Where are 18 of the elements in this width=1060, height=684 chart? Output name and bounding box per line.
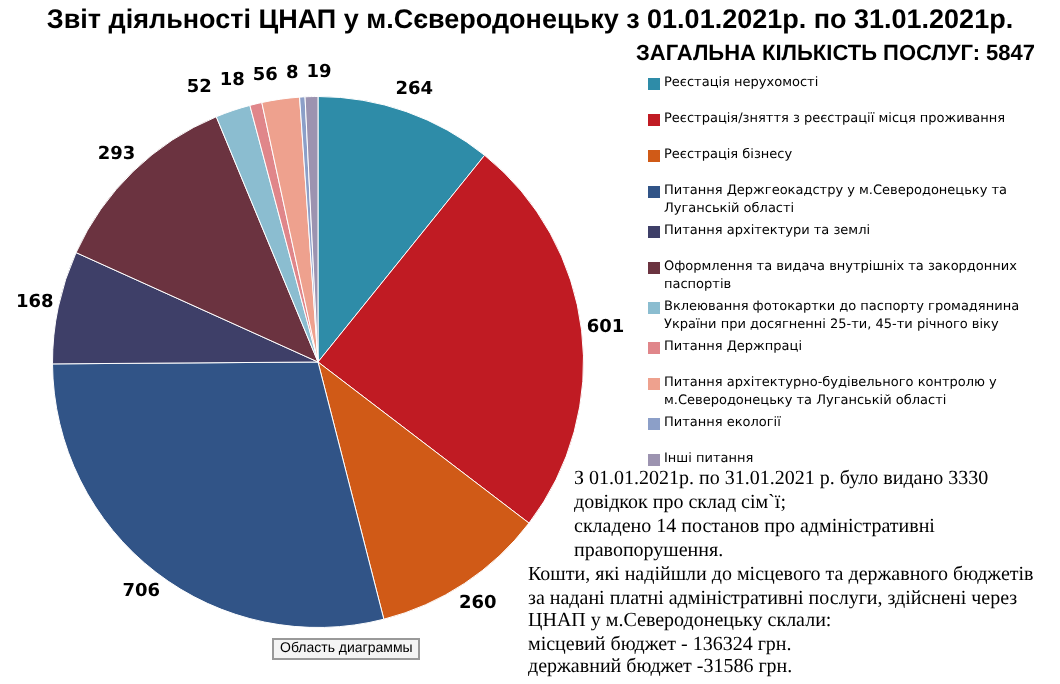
data-label: 19 bbox=[306, 63, 332, 84]
data-label: 52 bbox=[186, 78, 212, 99]
data-label: 168 bbox=[15, 292, 54, 313]
data-label: 18 bbox=[219, 71, 245, 92]
data-label: 56 bbox=[252, 66, 278, 87]
text: Кошти, які надійшли до місцевого та державного бюджетів за надані платні адміністративні послуги, здійснені через ЦНАП у м.Северодонецьку склали: bbox=[528, 564, 1036, 633]
chart-subtitle: ЗАГАЛЬНА КІЛЬКІСТЬ ПОСЛУГ: 5847 bbox=[636, 42, 1036, 66]
text: державний бюджет -31586 грн. bbox=[528, 656, 795, 679]
data-label: 601 bbox=[586, 317, 625, 338]
data-label: 293 bbox=[97, 144, 136, 165]
chart-title: Звіт діяльності ЦНАП у м.Сєверодонецьку з 01.01.2021р. по 31.01.2021р. bbox=[44, 4, 1016, 34]
data-label: 8 bbox=[285, 63, 299, 84]
text: складено 14 постанов про адміністративні правопорушення. bbox=[574, 516, 937, 564]
data-label: 260 bbox=[458, 594, 497, 615]
data-label: 706 bbox=[122, 581, 161, 602]
text: З 01.01.2021р. по 31.01.2021 р. було видано 3330 довідкок про склад сім`ї; bbox=[574, 468, 991, 516]
data-label: 264 bbox=[395, 79, 434, 100]
text: місцевий бюджет - 136324 грн. bbox=[528, 633, 794, 656]
